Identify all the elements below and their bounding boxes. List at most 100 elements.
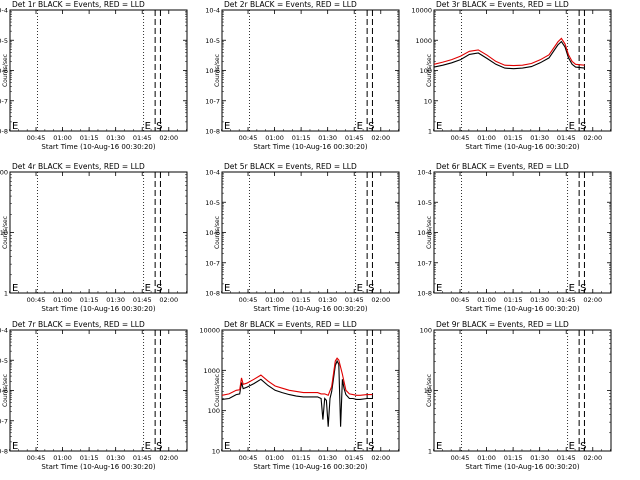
y-tick-label: 10-4: [0, 7, 8, 15]
x-axis-label: Start Time (10-Aug-16 00:30:20): [253, 305, 367, 313]
y-tick-label: 10-6: [0, 387, 8, 395]
y-tick-label: 10-8: [205, 128, 220, 136]
x-tick-label: 01:00: [265, 454, 284, 462]
x-tick-label: 01:30: [530, 454, 549, 462]
x-tick-label: 01:15: [504, 134, 523, 142]
flag-E-right: E: [569, 441, 575, 452]
y-tick-label: 10000: [411, 7, 432, 15]
plot-frame: [221, 329, 400, 452]
x-tick-label: 01:45: [345, 296, 364, 304]
y-tick-label: 10-7: [0, 97, 8, 105]
x-tick-label: 00:45: [451, 296, 470, 304]
x-tick-label: 01:30: [106, 134, 125, 142]
x-tick-label: 01:30: [318, 296, 337, 304]
flag-S: S: [580, 441, 586, 452]
y-tick-label: 100: [420, 67, 432, 75]
x-tick-label: 01:15: [80, 454, 99, 462]
flag-E-left: E: [436, 121, 442, 132]
y-axis-label: Counts/sec: [214, 216, 221, 249]
y-axis-label: Counts/sec: [426, 54, 433, 87]
x-tick-label: 01:45: [133, 296, 152, 304]
panel-det-9: Det 9r BLACK = Events, RED = LLD Counts/s…: [420, 320, 612, 471]
flag-E-right: E: [569, 121, 575, 132]
panel-det-8: Det 8r BLACK = Events, RED = LLD Counts/s…: [199, 320, 400, 471]
x-tick-label: 00:45: [239, 296, 258, 304]
x-axis-label: Start Time (10-Aug-16 00:30:20): [253, 143, 367, 151]
flag-E-right: E: [145, 283, 151, 294]
panel-title: Det 8r BLACK = Events, RED = LLD: [224, 320, 357, 329]
y-tick-label: 1: [428, 448, 432, 456]
x-tick-label: 01:30: [106, 454, 125, 462]
x-tick-label: 01:30: [318, 454, 337, 462]
x-tick-label: 01:15: [80, 134, 99, 142]
y-tick-label: 10-6: [417, 229, 432, 237]
flag-S: S: [368, 441, 374, 452]
x-tick-label: 01:45: [557, 134, 576, 142]
panel-title: Det 3r BLACK = Events, RED = LLD: [436, 0, 569, 9]
y-tick-label: 10-4: [0, 327, 8, 335]
panel-det-1: Det 1r BLACK = Events, RED = LLD Counts/s…: [0, 0, 188, 151]
flag-S: S: [580, 121, 586, 132]
x-tick-label: 02:00: [583, 134, 602, 142]
x-tick-label: 01:15: [80, 296, 99, 304]
x-tick-label: 00:45: [27, 134, 46, 142]
y-axis-label: Counts/sec: [426, 216, 433, 249]
flag-E-right: E: [145, 441, 151, 452]
y-tick-label: 10-5: [205, 37, 220, 45]
flag-S: S: [580, 283, 586, 294]
flag-E-right: E: [145, 121, 151, 132]
y-tick-label: 10-5: [205, 199, 220, 207]
x-tick-label: 01:00: [53, 134, 72, 142]
panel-title: Det 4r BLACK = Events, RED = LLD: [12, 162, 145, 171]
x-axis-label: Start Time (10-Aug-16 00:30:20): [41, 143, 155, 151]
x-tick-label: 01:30: [106, 296, 125, 304]
panel-det-2: Det 2r BLACK = Events, RED = LLD Counts/s…: [205, 0, 400, 151]
x-tick-label: 00:45: [27, 296, 46, 304]
x-tick-label: 02:00: [583, 296, 602, 304]
y-tick-label: 1000: [415, 37, 432, 45]
x-tick-label: 01:30: [318, 134, 337, 142]
y-tick-label: 10-8: [0, 128, 8, 136]
x-tick-label: 00:45: [451, 454, 470, 462]
flag-E-right: E: [357, 441, 363, 452]
x-tick-label: 01:45: [133, 134, 152, 142]
y-tick-label: 10: [0, 229, 8, 237]
y-tick-label: 10-7: [205, 259, 220, 267]
x-tick-label: 01:30: [530, 296, 549, 304]
x-tick-label: 02:00: [371, 134, 390, 142]
x-axis-label: Start Time (10-Aug-16 00:30:20): [465, 305, 579, 313]
events-series-line: [433, 40, 585, 70]
x-tick-label: 01:15: [292, 296, 311, 304]
y-tick-label: 10-6: [205, 67, 220, 75]
panel-det-4: Det 4r BLACK = Events, RED = LLD Counts/s…: [0, 162, 188, 313]
y-tick-label: 10-5: [417, 199, 432, 207]
flag-E-right: E: [357, 283, 363, 294]
panel-det-5: Det 5r BLACK = Events, RED = LLD Counts/s…: [205, 162, 400, 313]
x-tick-label: 01:15: [292, 454, 311, 462]
y-tick-label: 10-5: [0, 37, 8, 45]
x-tick-label: 01:45: [133, 454, 152, 462]
y-tick-label: 10-7: [417, 259, 432, 267]
x-tick-label: 00:45: [239, 134, 258, 142]
x-tick-label: 01:45: [345, 454, 364, 462]
lld-series-line: [221, 357, 373, 397]
x-tick-label: 01:45: [557, 454, 576, 462]
y-tick-label: 10: [212, 448, 220, 456]
y-tick-label: 10-6: [0, 67, 8, 75]
x-tick-label: 02:00: [583, 454, 602, 462]
y-tick-label: 1: [428, 128, 432, 136]
flag-E-left: E: [224, 441, 230, 452]
x-tick-label: 01:00: [53, 296, 72, 304]
flag-E-left: E: [12, 441, 18, 452]
y-tick-label: 10-7: [205, 97, 220, 105]
x-tick-label: 01:45: [345, 134, 364, 142]
flag-E-left: E: [224, 283, 230, 294]
x-tick-label: 01:15: [292, 134, 311, 142]
x-tick-label: 00:45: [451, 134, 470, 142]
flag-E-left: E: [436, 441, 442, 452]
y-tick-label: 100: [208, 407, 220, 415]
flag-S: S: [156, 441, 162, 452]
y-tick-label: 10: [424, 387, 432, 395]
y-tick-label: 10-8: [0, 448, 8, 456]
x-tick-label: 01:15: [504, 454, 523, 462]
